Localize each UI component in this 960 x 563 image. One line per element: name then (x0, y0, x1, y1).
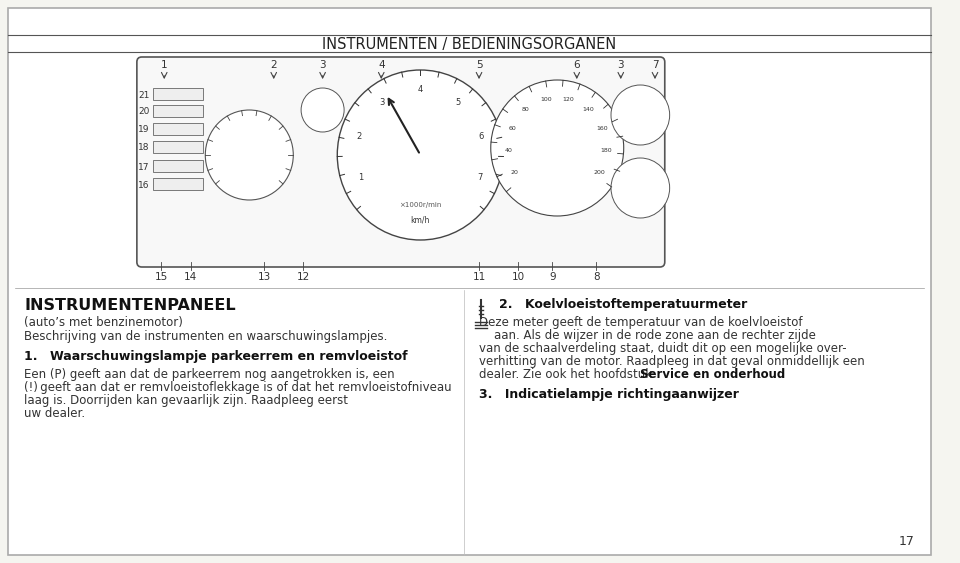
Text: 3. Indicatielampje richtingaanwijzer: 3. Indicatielampje richtingaanwijzer (479, 388, 739, 401)
Text: 10: 10 (512, 272, 525, 282)
Text: 2: 2 (357, 132, 362, 141)
Text: 14: 14 (184, 272, 197, 282)
Text: 60: 60 (509, 126, 516, 131)
Text: aan. Als de wijzer in de rode zone aan de rechter zijde: aan. Als de wijzer in de rode zone aan d… (479, 329, 816, 342)
Text: van de schaalverdeling staat, duidt dit op een mogelijke over-: van de schaalverdeling staat, duidt dit … (479, 342, 847, 355)
Text: 6: 6 (478, 132, 484, 141)
Text: 21: 21 (138, 91, 150, 100)
Text: 13: 13 (257, 272, 271, 282)
Text: 7: 7 (652, 60, 659, 70)
Text: 20: 20 (511, 171, 518, 176)
Bar (153, 123, 204, 135)
Text: (auto’s met benzinemotor): (auto’s met benzinemotor) (24, 316, 183, 329)
Text: 100: 100 (540, 97, 552, 102)
Text: km/h: km/h (411, 216, 430, 225)
Text: 140: 140 (583, 107, 594, 112)
Text: 80: 80 (522, 107, 530, 112)
Circle shape (301, 88, 344, 132)
Circle shape (205, 110, 294, 200)
Text: 9: 9 (549, 272, 556, 282)
Text: 200: 200 (593, 171, 606, 176)
Circle shape (611, 158, 670, 218)
Text: Een (P) geeft aan dat de parkeerrem nog aangetrokken is, een: Een (P) geeft aan dat de parkeerrem nog … (24, 368, 396, 381)
Circle shape (611, 85, 670, 145)
Bar (153, 88, 204, 100)
Text: 19: 19 (138, 126, 150, 135)
Text: 3: 3 (320, 60, 326, 70)
Text: ×1000r/min: ×1000r/min (399, 202, 442, 208)
Text: verhitting van de motor. Raadpleeg in dat geval onmiddellijk een: verhitting van de motor. Raadpleeg in da… (479, 355, 865, 368)
Text: 3: 3 (617, 60, 624, 70)
Text: 120: 120 (563, 97, 574, 102)
Text: 18: 18 (138, 144, 150, 153)
Text: laag is. Doorrijden kan gevaarlijk zijn. Raadpleeg eerst: laag is. Doorrijden kan gevaarlijk zijn.… (24, 394, 348, 407)
Text: 1. Waarschuwingslampje parkeerrem en remvloeistof: 1. Waarschuwingslampje parkeerrem en rem… (24, 350, 408, 363)
Text: 5: 5 (456, 99, 461, 108)
Text: 160: 160 (596, 126, 608, 131)
Circle shape (337, 70, 503, 240)
Text: dealer. Zie ook het hoofdstuk: dealer. Zie ook het hoofdstuk (479, 368, 656, 381)
Text: 1: 1 (161, 60, 168, 70)
Text: Beschrijving van de instrumenten en waarschuwingslampjes.: Beschrijving van de instrumenten en waar… (24, 330, 388, 343)
Text: 7: 7 (477, 173, 483, 182)
Text: uw dealer.: uw dealer. (24, 407, 85, 420)
Text: INSTRUMENTEN / BEDIENINGSORGANEN: INSTRUMENTEN / BEDIENINGSORGANEN (323, 38, 616, 52)
Text: (!) geeft aan dat er remvloeistoflekkage is of dat het remvloeistofniveau: (!) geeft aan dat er remvloeistoflekkage… (24, 381, 452, 394)
Text: Service en onderhoud: Service en onderhoud (640, 368, 785, 381)
Text: 20: 20 (138, 108, 150, 117)
Text: 6: 6 (573, 60, 580, 70)
Text: 17: 17 (899, 535, 914, 548)
Text: 2. Koelvloeistoftemperatuurmeter: 2. Koelvloeistoftemperatuurmeter (498, 298, 747, 311)
Text: 8: 8 (593, 272, 600, 282)
Text: 11: 11 (472, 272, 486, 282)
Text: INSTRUMENTENPANEEL: INSTRUMENTENPANEEL (24, 298, 236, 313)
Circle shape (491, 80, 624, 216)
Text: 12: 12 (297, 272, 310, 282)
Bar (153, 105, 204, 117)
Bar (153, 178, 204, 190)
Text: 17: 17 (138, 163, 150, 172)
Text: 2: 2 (271, 60, 277, 70)
Text: 15: 15 (155, 272, 168, 282)
Text: 3: 3 (380, 99, 385, 108)
Bar (153, 141, 204, 153)
Text: 16: 16 (138, 181, 150, 190)
Text: 1: 1 (358, 173, 363, 182)
Text: Deze meter geeft de temperatuur van de koelvloeistof: Deze meter geeft de temperatuur van de k… (479, 316, 803, 329)
Text: 5: 5 (476, 60, 482, 70)
FancyBboxPatch shape (137, 57, 664, 267)
Text: 180: 180 (600, 149, 612, 153)
Text: 4: 4 (378, 60, 385, 70)
Bar (153, 160, 204, 172)
Text: .: . (757, 368, 761, 381)
Text: 4: 4 (418, 86, 423, 95)
Text: 40: 40 (505, 149, 513, 153)
